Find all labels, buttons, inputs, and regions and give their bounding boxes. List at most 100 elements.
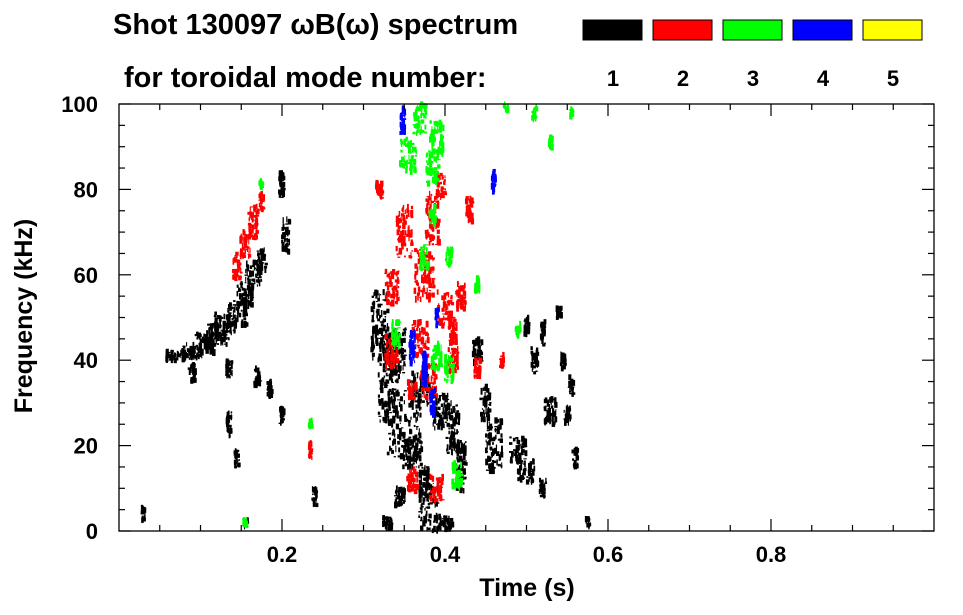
spectral-blob-n=4 [429, 387, 437, 418]
spectral-blob-n=2 [232, 251, 243, 282]
spectral-blob-n=3 [514, 320, 522, 339]
spectral-blob-n=3 [443, 353, 455, 385]
spectral-blob-n=1 [182, 341, 203, 362]
spectral-blob-n=1 [278, 405, 286, 426]
spectral-blob-n=2 [406, 379, 418, 401]
y-axis-label: Frequency (kHz) [10, 219, 38, 413]
x-tick-label: 0.8 [756, 542, 787, 567]
legend-mode-label: 1 [607, 66, 619, 91]
spectral-blob-n=1 [567, 374, 576, 397]
spectral-blob-n=1 [394, 485, 406, 509]
spectral-blob-n=3 [473, 275, 481, 294]
spectral-blob-n=1 [479, 383, 492, 423]
spectral-blob-n=1 [516, 457, 536, 485]
legend-mode-label: 5 [887, 66, 899, 91]
spectral-blob-n=1 [311, 486, 319, 508]
spectral-blob-n=1 [225, 358, 234, 379]
spectral-blob-n=1 [523, 314, 531, 338]
spectral-blob-n=3 [531, 103, 539, 123]
spectral-blob-n=2 [413, 248, 436, 303]
spectral-blob-n=1 [436, 513, 455, 533]
spectral-blob-n=3 [307, 417, 314, 430]
spectral-blob-n=1 [538, 477, 548, 499]
spectral-blob-n=2 [384, 268, 400, 307]
spectral-blob-n=4 [421, 350, 429, 388]
spectral-blob-n=1 [165, 348, 187, 364]
spectral-blob-n=1 [555, 305, 563, 321]
spectral-blob-n=1 [278, 170, 286, 199]
spectral-blob-n=1 [401, 440, 424, 470]
spectral-blob-n=1 [213, 311, 236, 342]
spectral-blob-n=1 [543, 396, 558, 427]
y-tick-label: 80 [74, 177, 98, 202]
spectral-blob-n=1 [563, 404, 572, 426]
y-tick-label: 60 [74, 263, 98, 288]
spectral-blob-n=2 [429, 473, 445, 504]
y-tick-label: 20 [74, 434, 98, 459]
legend: 1 2 3 4 5 [582, 19, 923, 91]
spectral-blob-n=1 [225, 410, 233, 439]
spectral-blob-n=2 [375, 179, 385, 200]
spectral-blob-n=3 [444, 246, 454, 268]
legend-swatch-mode-3 [722, 19, 783, 41]
spectral-blob-n=3 [258, 178, 265, 191]
spectral-blob-n=3 [242, 517, 249, 529]
spectral-blob-n=2 [411, 319, 430, 359]
spectral-blob-n=2 [247, 203, 260, 241]
x-tick-label: 0.2 [267, 542, 298, 567]
x-tick-label: 0.6 [593, 542, 624, 567]
spectral-blob-n=2 [455, 280, 467, 312]
spectral-blob-n=1 [539, 319, 547, 347]
spectral-blob-n=2 [464, 195, 475, 225]
spectral-blob-n=2 [406, 466, 419, 495]
spectral-blob-n=1 [281, 216, 292, 255]
spectral-blob-n=1 [559, 351, 567, 372]
spectral-blob-n=3 [428, 203, 438, 227]
spectral-blob-n=1 [571, 446, 580, 470]
spectral-blob-n=1 [233, 448, 241, 469]
spectral-blob-n=1 [255, 247, 268, 277]
spectral-blob-n=1 [140, 504, 147, 523]
legend-swatch-mode-4 [792, 19, 853, 41]
spectral-blob-n=2 [307, 440, 314, 460]
y-tick-label: 100 [61, 92, 98, 117]
spectral-blob-n=1 [253, 365, 263, 389]
x-tick-label: 0.4 [430, 542, 461, 567]
legend-swatch-mode-5 [862, 19, 923, 41]
spectral-blob-n=3 [398, 136, 418, 175]
spectral-blob-n=2 [395, 203, 414, 260]
spectral-blob-n=3 [428, 119, 445, 159]
spectral-blob-n=3 [430, 340, 443, 372]
spectral-blob-n=2 [257, 191, 266, 213]
spectral-blob-n=4 [434, 307, 440, 329]
spectral-blob-n=3 [451, 460, 464, 491]
spectral-blob-n=3 [569, 106, 575, 120]
spectral-blob-n=3 [425, 150, 441, 187]
legend-mode-label: 3 [747, 66, 759, 91]
y-tick-label: 0 [86, 519, 98, 544]
legend-mode-label: 4 [817, 66, 830, 91]
y-tick-label: 40 [74, 348, 98, 373]
legend-swatch-mode-2 [652, 19, 713, 41]
spectral-blob-n=1 [235, 281, 255, 311]
spectral-blob-n=4 [490, 168, 497, 195]
spectral-blob-n=2 [499, 351, 505, 369]
spectral-blob-n=3 [419, 244, 430, 272]
spectral-blob-n=3 [502, 101, 510, 114]
spectral-blob-n=1 [584, 516, 592, 530]
spectral-blob-n=2 [473, 356, 483, 380]
spectral-blob-n=1 [382, 515, 394, 532]
spectral-blob-n=1 [418, 465, 431, 503]
legend-swatch-mode-1 [582, 19, 643, 41]
spectral-blob-n=3 [412, 101, 428, 136]
spectral-blob-n=2 [239, 229, 252, 259]
chart-title-line2: for toroidal mode number: [124, 62, 487, 94]
spectral-blob-n=1 [484, 417, 504, 475]
spectral-blob-n=4 [408, 329, 417, 367]
data-layer [140, 101, 592, 534]
spectral-blob-n=1 [266, 378, 274, 399]
spectral-blob-n=1 [187, 362, 197, 384]
chart-title-line1: Shot 130097 ωB(ω) spectrum [113, 9, 518, 41]
plot-area: 0.2 0.4 0.6 0.8 0 20 40 60 80 100 [61, 92, 935, 567]
